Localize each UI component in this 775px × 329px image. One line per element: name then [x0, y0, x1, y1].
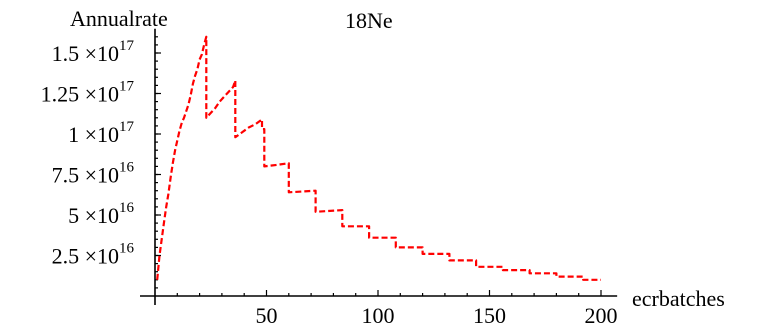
y-axis-title: Annualrate — [70, 6, 168, 31]
x-ticks: 50 100 150 200 — [176, 290, 618, 328]
y-tick-label: 2.5 ×1016 — [52, 241, 135, 269]
y-tick-label: 7.5 ×1016 — [52, 160, 135, 188]
x-tick-label: 50 — [256, 303, 278, 328]
x-axis-title: ecrbatches — [632, 286, 725, 311]
x-tick-label: 150 — [473, 303, 506, 328]
y-tick-label: 5 ×1016 — [68, 200, 134, 228]
series-line — [156, 35, 601, 281]
chart-title: 18Ne — [345, 8, 393, 33]
y-tick-label: 1.25 ×1017 — [41, 79, 135, 107]
y-tick-label: 1 ×1017 — [68, 119, 134, 147]
x-tick-label: 100 — [362, 303, 395, 328]
y-ticks: 2.5 ×1016 5 ×1016 7.5 ×1016 1 ×1017 1.25 ×10… — [41, 36, 161, 289]
y-tick-label: 1.5 ×1017 — [52, 38, 135, 66]
x-tick-label: 200 — [585, 303, 618, 328]
axes — [140, 28, 618, 305]
plot-area — [156, 35, 601, 281]
